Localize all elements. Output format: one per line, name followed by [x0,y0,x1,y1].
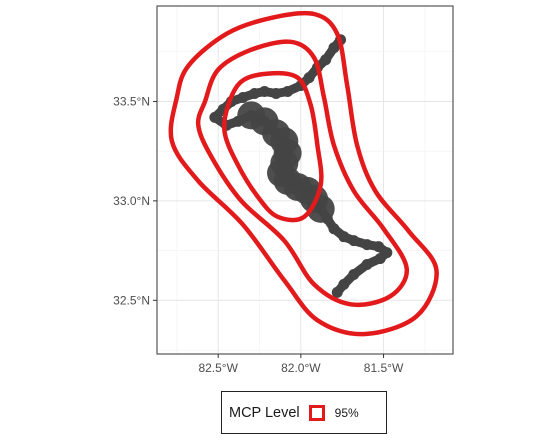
track-point [258,86,270,98]
legend-title: MCP Level [229,404,300,421]
track-point [303,72,315,84]
legend-key-swatch [308,404,325,421]
track-point [361,239,373,251]
track-point [282,86,294,98]
y-tick-label: 33.5°N [113,94,150,108]
track-point [361,259,373,271]
mcp-contour-1 [168,10,439,337]
track-point [338,231,350,243]
plot-panel-border [156,5,454,355]
mcp-contours [168,10,439,337]
x-tick-label: 81.5°W [364,361,404,375]
track-point [328,223,340,235]
y-tick-label: 32.5°N [113,293,150,307]
chart-plot: 82.5°W 82.0°W 81.5°W 32.5°N 33.0°N 33.5°N [113,5,454,375]
track-point [249,87,261,99]
track-point [270,87,282,99]
track-point [209,111,221,123]
track-point [320,54,332,66]
mcp-contour-3 [221,70,324,223]
track-point [348,268,360,280]
x-tick-label: 82.5°W [198,361,238,375]
x-tick-label: 82.0°W [281,361,321,375]
legend-entry-label: 95% [334,405,359,420]
track-point [374,253,386,265]
track-point [373,241,385,253]
track-point [237,91,249,103]
track-point [338,278,350,290]
track-point [328,42,340,54]
axes: 82.5°W 82.0°W 81.5°W 32.5°N 33.0°N 33.5°N [113,94,404,375]
track-point [331,286,343,298]
legend: MCP Level 95% [221,391,387,434]
mcp-contour-2 [195,39,409,308]
track-point [348,235,360,247]
y-tick-label: 33.0°N [113,194,150,208]
